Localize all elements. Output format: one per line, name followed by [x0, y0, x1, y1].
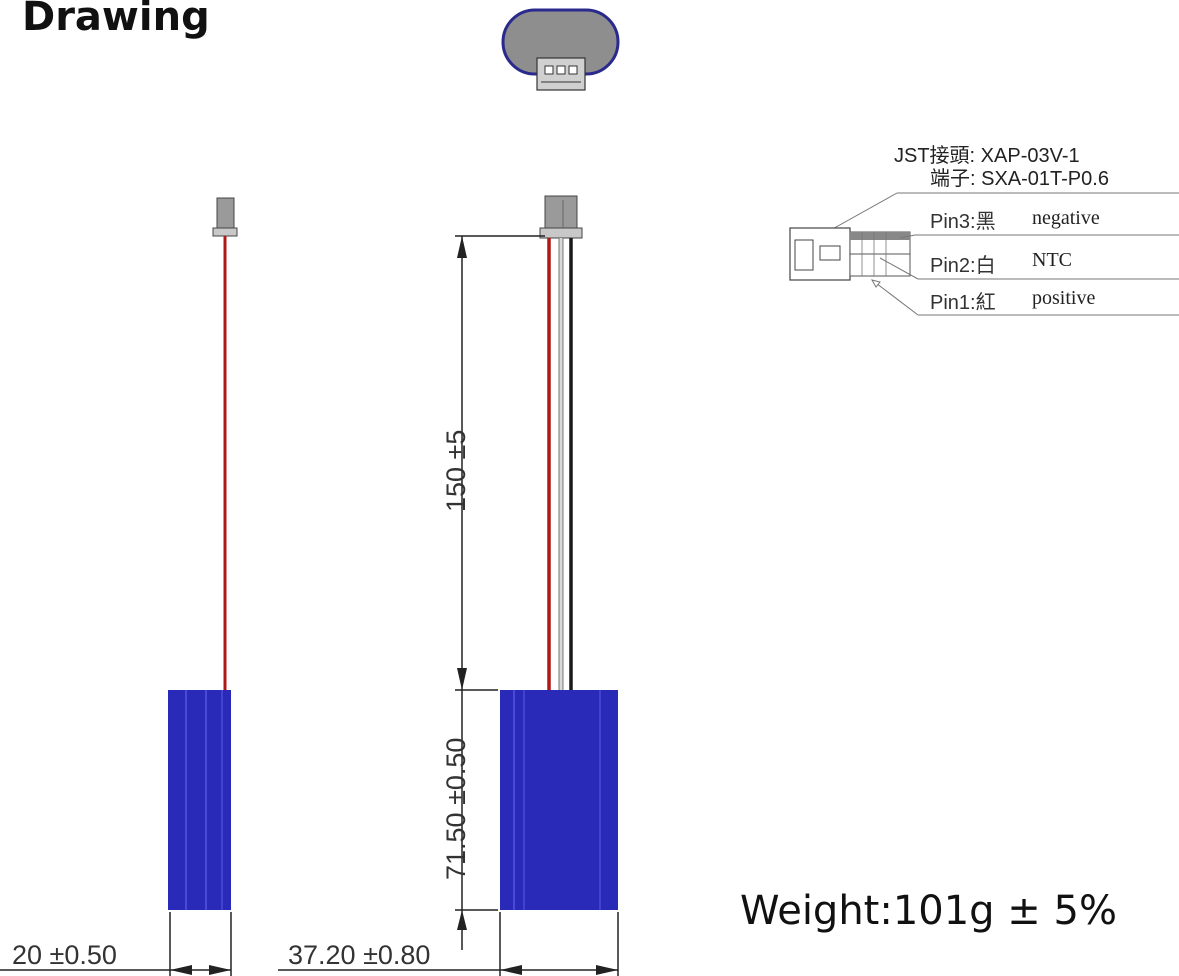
- top-view: [501, 8, 620, 91]
- pin1-note: positive: [1032, 287, 1095, 309]
- pin3-label: Pin3:黑: [930, 211, 996, 233]
- lead-length-dimension: 150 ±5: [441, 430, 471, 512]
- pin1-label: Pin1:紅: [930, 291, 996, 314]
- side-view-cell: [168, 690, 231, 910]
- front-view: 150 ±5 71.50 ±0.50 37.20 ±0.80: [278, 195, 619, 976]
- page-title: Drawing: [22, 0, 210, 40]
- body-length-dimension: 71.50 ±0.50: [441, 738, 471, 880]
- pin2-note: NTC: [1032, 249, 1072, 271]
- side-view-connector: [216, 197, 235, 231]
- width-dimension: 37.20 ±0.80: [288, 940, 430, 970]
- pin2-label: Pin2:白: [930, 254, 996, 277]
- front-view-connector: [544, 195, 578, 233]
- weight-label: Weight:101g ± 5%: [740, 888, 1117, 934]
- connector-detail: JST接頭: XAP-03V-1 端子: SXA-01T-P0.6 Pin3:黑…: [789, 144, 1179, 316]
- side-view: 20 ±0.50: [0, 197, 238, 976]
- pin3-note: negative: [1032, 207, 1100, 229]
- front-view-cell: [500, 690, 618, 910]
- thickness-dimension: 20 ±0.50: [12, 940, 117, 970]
- connector-header-spec: JST接頭: XAP-03V-1: [894, 144, 1080, 167]
- connector-terminal-spec: 端子: SXA-01T-P0.6: [930, 167, 1109, 190]
